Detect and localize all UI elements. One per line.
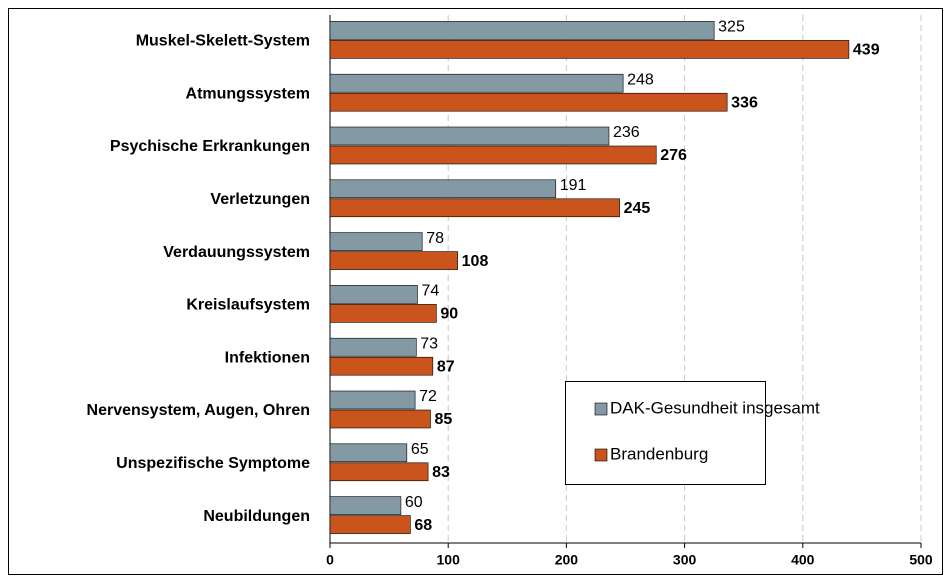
value-label: 68	[414, 517, 432, 534]
value-label: 108	[462, 253, 489, 270]
legend-label: DAK-Gesundheit insgesamt	[610, 398, 820, 417]
category-label: Atmungssystem	[186, 85, 310, 102]
bar	[329, 409, 431, 429]
bar	[329, 179, 557, 199]
value-label: 439	[853, 42, 880, 59]
bar	[329, 198, 620, 218]
bar	[329, 126, 610, 146]
value-label: 72	[419, 388, 437, 405]
legend-box	[565, 381, 766, 485]
value-label: 336	[731, 94, 758, 111]
bar	[329, 337, 417, 357]
category-label: Verdauungssystem	[163, 244, 310, 261]
x-tick-label: 200	[555, 552, 579, 568]
value-label: 191	[560, 177, 587, 194]
x-tick-label: 400	[791, 552, 815, 568]
frame	[8, 8, 943, 575]
bar	[329, 496, 402, 515]
bar	[329, 92, 728, 112]
value-label: 276	[660, 147, 687, 164]
value-label: 83	[432, 464, 450, 481]
value-label: 73	[420, 335, 438, 352]
x-tick-label: 500	[909, 552, 933, 568]
bar	[329, 251, 458, 270]
value-label: 87	[437, 358, 455, 375]
bar	[329, 304, 437, 323]
category-label: Unspezifische Symptome	[116, 455, 310, 472]
category-label: Psychische Erkrankungen	[110, 138, 310, 155]
bar	[329, 73, 624, 93]
bar	[329, 40, 850, 59]
value-label: 248	[627, 71, 654, 88]
x-tick-label: 300	[673, 552, 697, 568]
bar	[329, 285, 418, 304]
value-label: 85	[434, 411, 452, 428]
bar	[329, 443, 408, 463]
category-label: Kreislaufsystem	[186, 297, 310, 314]
bar	[329, 356, 434, 376]
bar	[329, 21, 715, 40]
bar	[329, 462, 429, 482]
category-label: Muskel-Skelett-System	[136, 33, 310, 50]
category-label: Neubildungen	[203, 508, 310, 525]
bar	[329, 232, 423, 251]
bar	[329, 515, 411, 534]
category-label: Infektionen	[225, 349, 310, 366]
x-tick-label: 0	[326, 552, 334, 568]
value-label: 74	[421, 283, 439, 300]
value-label: 245	[624, 200, 651, 217]
value-label: 90	[440, 306, 458, 323]
value-label: 325	[718, 19, 745, 36]
value-label: 65	[411, 441, 429, 458]
legend-swatch	[594, 402, 608, 416]
category-label: Nervensystem, Augen, Ohren	[87, 402, 310, 419]
bar	[329, 145, 657, 165]
value-label: 60	[405, 494, 423, 511]
value-label: 78	[426, 230, 444, 247]
legend-label: Brandenburg	[610, 444, 708, 463]
value-label: 236	[613, 124, 640, 141]
bar	[329, 390, 416, 410]
x-tick-label: 100	[437, 552, 461, 568]
legend-swatch	[594, 448, 608, 462]
category-label: Verletzungen	[210, 191, 310, 208]
